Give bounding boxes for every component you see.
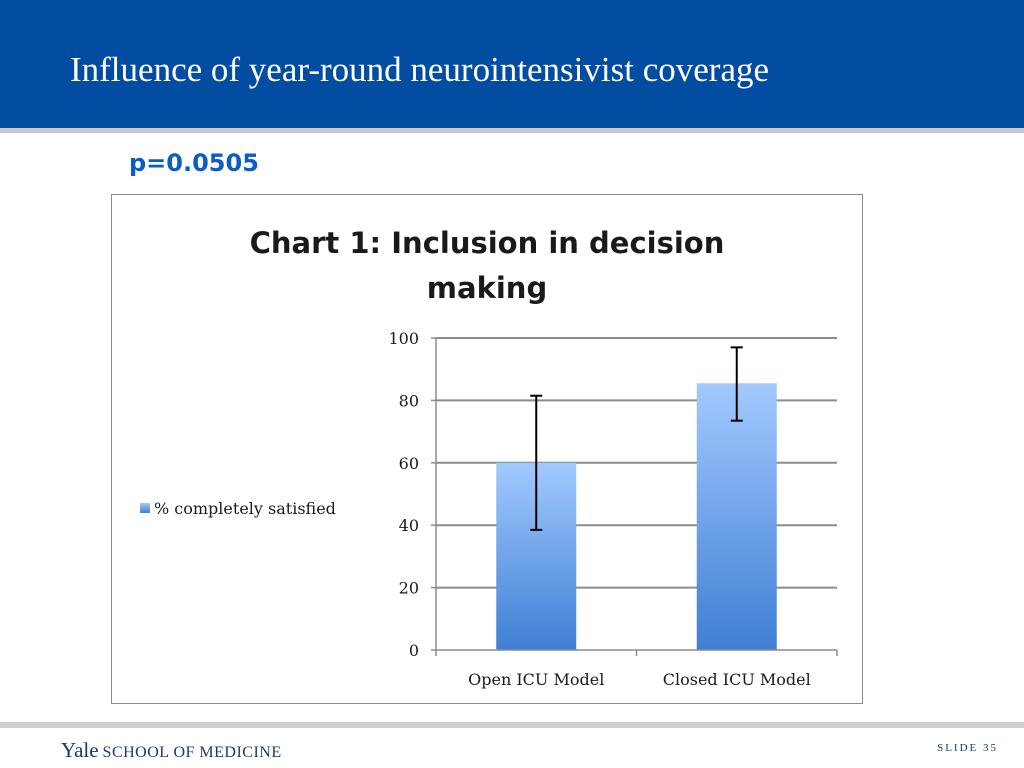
y-tick-label: 60: [399, 454, 419, 473]
bar-chart: Chart 1: Inclusion in decision making 0 20…: [140, 226, 838, 689]
axes: 0 20 40 60 80 100 Open ICU Model Closed ICU Mod…: [388, 329, 838, 689]
header-band: [0, 0, 1024, 128]
footer-logo: Yale SCHOOL OF MEDICINE: [61, 737, 282, 766]
error-bars: [530, 346, 743, 531]
chart-frame: Chart 1: Inclusion in decision making 0 20…: [111, 194, 863, 704]
gridlines: [436, 337, 837, 589]
chart-title-line: making: [427, 271, 547, 305]
y-tick-label: 0: [409, 641, 419, 660]
chart-title: Chart 1: Inclusion in decision making: [250, 226, 725, 305]
p-value-annotation: p=0.0505: [129, 149, 259, 177]
y-tick-label: 40: [399, 516, 419, 535]
x-tick-label: Closed ICU Model: [663, 670, 811, 689]
bars: [496, 383, 777, 650]
bar: [696, 383, 777, 650]
y-tick-label: 20: [399, 579, 419, 598]
slide-number: SLIDE 35: [937, 742, 998, 754]
legend-swatch: [140, 503, 150, 513]
logo-school: SCHOOL OF MEDICINE: [102, 744, 282, 761]
footer-divider: [0, 722, 1024, 728]
logo-yale: Yale: [61, 738, 99, 762]
header-divider: [0, 128, 1024, 133]
legend-label: % completely satisfied: [154, 499, 336, 518]
y-tick-label: 100: [388, 329, 419, 348]
legend: % completely satisfied: [140, 499, 336, 518]
x-tick-label: Open ICU Model: [468, 670, 604, 689]
chart-title-line: Chart 1: Inclusion in decision: [250, 226, 725, 260]
slide-title: Influence of year-round neurointensivist…: [70, 50, 770, 89]
y-tick-label: 80: [399, 391, 419, 410]
